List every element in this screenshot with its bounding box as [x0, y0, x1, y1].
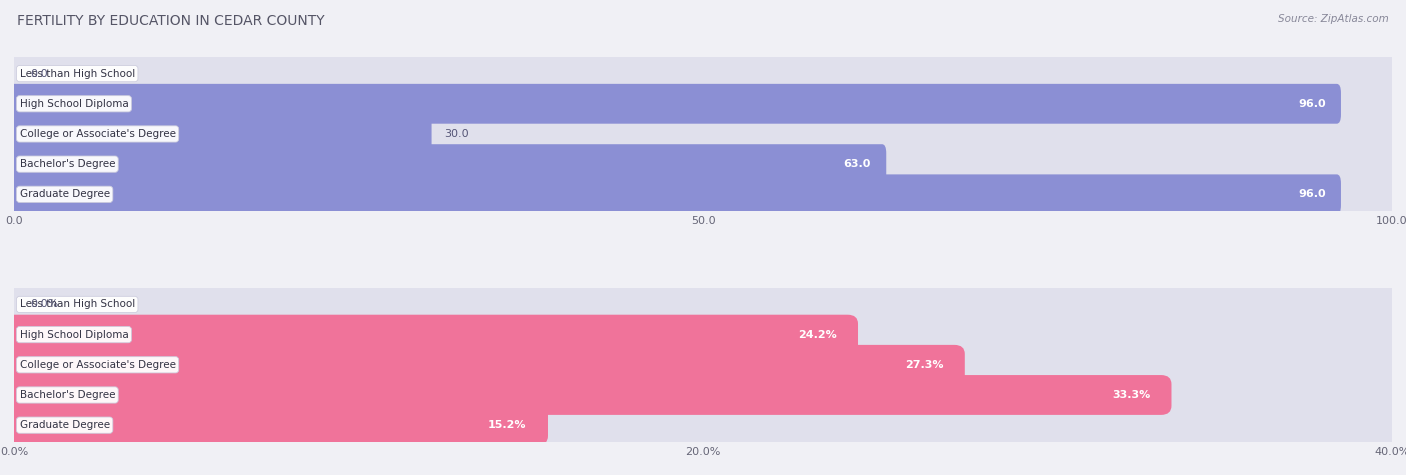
FancyBboxPatch shape	[10, 174, 1396, 214]
FancyBboxPatch shape	[10, 174, 1341, 214]
Text: 96.0: 96.0	[1298, 99, 1326, 109]
FancyBboxPatch shape	[10, 144, 886, 184]
Text: 15.2%: 15.2%	[488, 420, 527, 430]
Text: 33.3%: 33.3%	[1112, 390, 1150, 400]
FancyBboxPatch shape	[14, 380, 1392, 410]
FancyBboxPatch shape	[4, 285, 1402, 324]
FancyBboxPatch shape	[14, 320, 1392, 350]
FancyBboxPatch shape	[10, 114, 1396, 154]
Text: Bachelor's Degree: Bachelor's Degree	[20, 390, 115, 400]
Text: Source: ZipAtlas.com: Source: ZipAtlas.com	[1278, 14, 1389, 24]
Text: 24.2%: 24.2%	[797, 330, 837, 340]
FancyBboxPatch shape	[4, 345, 1402, 385]
Text: High School Diploma: High School Diploma	[20, 99, 128, 109]
Text: Bachelor's Degree: Bachelor's Degree	[20, 159, 115, 169]
Text: 30.0: 30.0	[444, 129, 468, 139]
FancyBboxPatch shape	[4, 405, 548, 445]
Text: 0.0%: 0.0%	[31, 299, 59, 309]
FancyBboxPatch shape	[4, 375, 1171, 415]
Text: Less than High School: Less than High School	[20, 299, 135, 309]
FancyBboxPatch shape	[10, 84, 1396, 124]
Text: 63.0: 63.0	[844, 159, 872, 169]
FancyBboxPatch shape	[4, 375, 1402, 415]
FancyBboxPatch shape	[14, 350, 1392, 380]
FancyBboxPatch shape	[10, 84, 1341, 124]
Text: College or Associate's Degree: College or Associate's Degree	[20, 360, 176, 370]
FancyBboxPatch shape	[14, 410, 1392, 440]
FancyBboxPatch shape	[14, 179, 1392, 209]
FancyBboxPatch shape	[10, 144, 1396, 184]
Text: 96.0: 96.0	[1298, 190, 1326, 200]
FancyBboxPatch shape	[14, 119, 1392, 149]
FancyBboxPatch shape	[4, 315, 1402, 354]
Text: Graduate Degree: Graduate Degree	[20, 190, 110, 200]
FancyBboxPatch shape	[14, 149, 1392, 179]
Text: Less than High School: Less than High School	[20, 68, 135, 78]
FancyBboxPatch shape	[4, 405, 1402, 445]
FancyBboxPatch shape	[14, 58, 1392, 89]
Text: College or Associate's Degree: College or Associate's Degree	[20, 129, 176, 139]
FancyBboxPatch shape	[4, 315, 858, 354]
Text: Graduate Degree: Graduate Degree	[20, 420, 110, 430]
Text: 27.3%: 27.3%	[905, 360, 943, 370]
FancyBboxPatch shape	[10, 54, 1396, 94]
Text: FERTILITY BY EDUCATION IN CEDAR COUNTY: FERTILITY BY EDUCATION IN CEDAR COUNTY	[17, 14, 325, 28]
Text: 0.0: 0.0	[31, 68, 48, 78]
FancyBboxPatch shape	[14, 89, 1392, 119]
FancyBboxPatch shape	[4, 345, 965, 385]
FancyBboxPatch shape	[14, 289, 1392, 320]
Text: High School Diploma: High School Diploma	[20, 330, 128, 340]
FancyBboxPatch shape	[10, 114, 432, 154]
